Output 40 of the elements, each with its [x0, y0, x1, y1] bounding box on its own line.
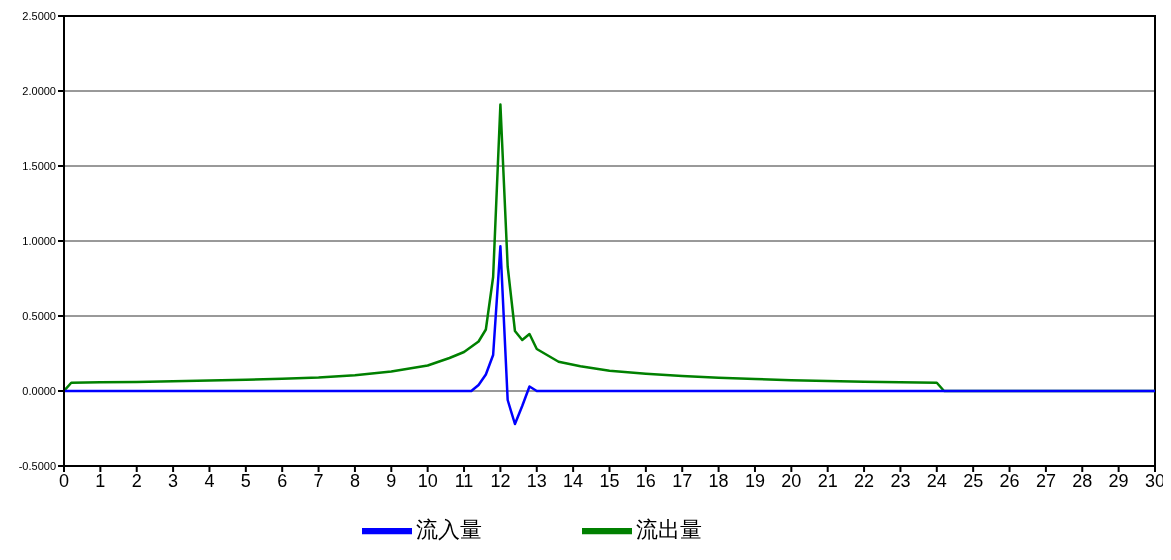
x-tick-label: 1 — [95, 470, 106, 491]
x-tick-label: 29 — [1108, 470, 1129, 491]
y-tick-label: 2.5000 — [22, 9, 56, 22]
x-tick-label: 14 — [563, 470, 584, 491]
x-tick-label: 9 — [386, 470, 397, 491]
x-tick-label: 3 — [168, 470, 179, 491]
x-tick-label: 23 — [890, 470, 911, 491]
y-tick-label: -0.5000 — [18, 459, 56, 472]
x-tick-label: 24 — [926, 470, 947, 491]
y-tick-label: 0.5000 — [22, 309, 56, 322]
x-tick-label: 20 — [781, 470, 802, 491]
x-tick-label: 12 — [490, 470, 511, 491]
x-tick-label: 5 — [240, 470, 251, 491]
legend-label: 流入量 — [415, 516, 482, 542]
x-tick-label: 25 — [963, 470, 984, 491]
y-tick-label: 1.5000 — [22, 159, 56, 172]
x-tick-label: 17 — [672, 470, 693, 491]
x-tick-label: 18 — [708, 470, 729, 491]
legend-label: 流出量 — [635, 516, 702, 542]
x-tick-label: 4 — [204, 470, 215, 491]
x-tick-label: 10 — [417, 470, 438, 491]
x-tick-label: 27 — [1035, 470, 1056, 491]
x-tick-label: 6 — [277, 470, 288, 491]
x-tick-label: 0 — [58, 470, 70, 491]
y-tick-label: 0.0000 — [22, 384, 56, 397]
x-tick-label: 7 — [313, 470, 324, 491]
x-tick-label: 2 — [131, 470, 142, 491]
x-tick-label: 16 — [635, 470, 656, 491]
x-tick-label: 21 — [817, 470, 838, 491]
x-tick-label: 8 — [349, 470, 360, 491]
y-tick-label: 2.0000 — [22, 84, 56, 97]
x-tick-label: 19 — [744, 470, 765, 491]
y-tick-label: 1.0000 — [22, 234, 56, 247]
line-series — [64, 245, 1155, 426]
x-tick-label: 28 — [1072, 470, 1093, 491]
x-tick-label: 13 — [526, 470, 547, 491]
x-tick-label: 15 — [599, 470, 620, 491]
x-tick-label: 11 — [454, 470, 474, 491]
x-tick-label: 26 — [999, 470, 1020, 491]
x-tick-label: 22 — [854, 470, 875, 491]
